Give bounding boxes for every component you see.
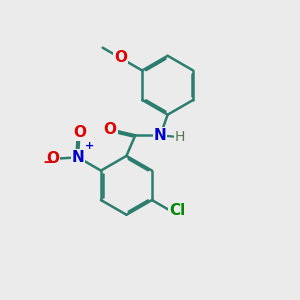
Text: H: H bbox=[174, 130, 184, 144]
Text: N: N bbox=[72, 150, 84, 165]
Text: N: N bbox=[154, 128, 167, 143]
Text: Cl: Cl bbox=[169, 203, 185, 218]
Text: O: O bbox=[114, 50, 127, 65]
Text: +: + bbox=[85, 140, 94, 151]
Text: −: − bbox=[43, 155, 56, 170]
Text: O: O bbox=[104, 122, 117, 137]
Text: O: O bbox=[73, 125, 86, 140]
Text: O: O bbox=[46, 151, 59, 166]
